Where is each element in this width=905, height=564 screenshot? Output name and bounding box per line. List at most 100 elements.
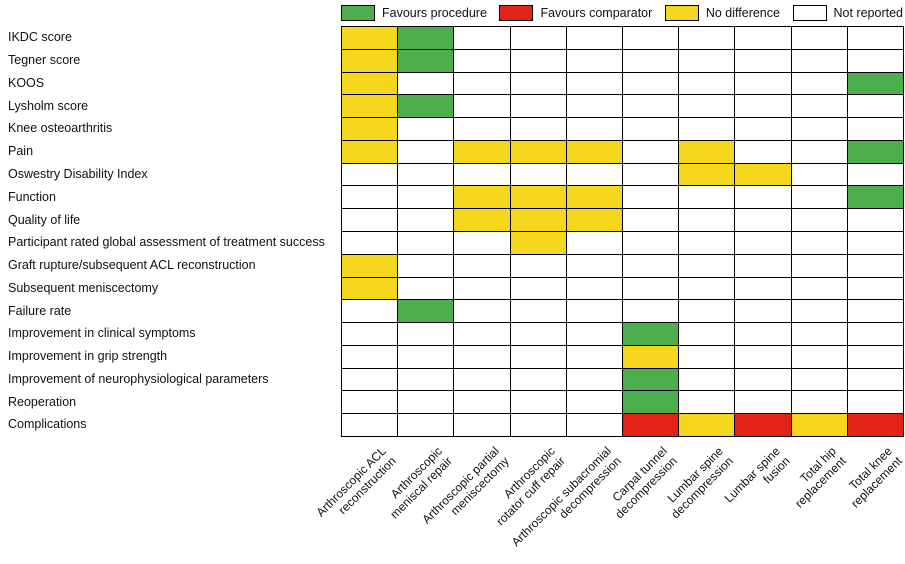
matrix-cell (510, 140, 567, 164)
row-label: IKDC score (8, 30, 72, 45)
matrix-cell (847, 209, 904, 232)
matrix-cell (398, 27, 455, 50)
matrix-cell (566, 49, 623, 73)
matrix-cell (847, 323, 904, 346)
matrix-cell (735, 72, 792, 96)
matrix-cell (623, 300, 680, 324)
matrix-cell (679, 72, 736, 96)
matrix-cell (623, 323, 680, 346)
row-label: Subsequent meniscectomy (8, 280, 159, 295)
row-label: Improvement in grip strength (8, 349, 168, 364)
column-label: Total knee replacement (846, 444, 905, 511)
matrix-cell (342, 209, 399, 232)
matrix-cell (847, 277, 904, 301)
column-label: Arthroscopic meniscal repair (387, 444, 456, 522)
matrix-cell (398, 368, 455, 392)
column-label: Arthroscopic rotator cuff repair (493, 444, 568, 529)
matrix-cell (847, 49, 904, 73)
matrix-cell (510, 49, 567, 73)
matrix-cell (847, 163, 904, 187)
matrix-cell (398, 209, 455, 232)
matrix-cell (566, 345, 623, 369)
matrix-cell (398, 163, 455, 187)
matrix-cell (623, 414, 680, 437)
matrix-cell (791, 277, 848, 301)
matrix-cell (566, 277, 623, 301)
legend-label: No difference (705, 6, 780, 20)
matrix-cell (510, 72, 567, 96)
matrix-cell (566, 95, 623, 119)
matrix-cell (566, 140, 623, 164)
matrix-cell (454, 95, 511, 119)
matrix-cell (623, 140, 680, 164)
row-label: Function (8, 189, 56, 204)
matrix-cell (342, 186, 399, 210)
matrix-cell (679, 345, 736, 369)
matrix-cell (679, 118, 736, 141)
matrix-cell (510, 300, 567, 324)
matrix-cell (566, 254, 623, 278)
matrix-cell (454, 27, 511, 50)
matrix-cell (566, 163, 623, 187)
matrix-cell (847, 345, 904, 369)
matrix-cell (791, 95, 848, 119)
matrix-cell (510, 118, 567, 141)
matrix-cell (510, 186, 567, 210)
matrix-cell (623, 27, 680, 50)
matrix-cell (735, 414, 792, 437)
matrix-cell (679, 209, 736, 232)
row-label: Quality of life (8, 212, 81, 227)
matrix-cell (566, 391, 623, 415)
matrix-cell (735, 391, 792, 415)
matrix-cell (342, 95, 399, 119)
matrix-cell (510, 277, 567, 301)
matrix-cell (679, 140, 736, 164)
matrix-cell (398, 254, 455, 278)
matrix-cell (398, 186, 455, 210)
matrix-cell (398, 49, 455, 73)
matrix-cell (454, 323, 511, 346)
matrix-cell (847, 232, 904, 255)
column-label: Carpal tunnel decompression (609, 444, 681, 522)
matrix-cell (735, 323, 792, 346)
matrix-cell (791, 27, 848, 50)
matrix-cell (398, 414, 455, 437)
matrix-cell (623, 345, 680, 369)
matrix-cell (623, 72, 680, 96)
column-label: Arthroscopic partial meniscectomy (418, 444, 512, 527)
matrix-cell (454, 232, 511, 255)
matrix-cell (679, 368, 736, 392)
matrix-grid (341, 26, 904, 437)
column-label: Lumbar spine fusion (721, 444, 793, 506)
legend: Favours procedure Favours comparator No di… (341, 3, 903, 23)
matrix-cell (566, 27, 623, 50)
legend-item: No difference (664, 5, 780, 21)
row-label: Knee osteoarthritis (8, 121, 113, 136)
matrix-cell (623, 49, 680, 73)
matrix-cell (342, 391, 399, 415)
matrix-cell (454, 140, 511, 164)
matrix-cell (510, 209, 567, 232)
row-label: Reoperation (8, 394, 77, 409)
matrix-cell (398, 72, 455, 96)
matrix-cell (454, 391, 511, 415)
matrix-cell (735, 118, 792, 141)
matrix-cell (510, 323, 567, 346)
matrix-cell (679, 232, 736, 255)
matrix-cell (847, 414, 904, 437)
matrix-cell (398, 232, 455, 255)
matrix-cell (342, 118, 399, 141)
row-label: Pain (8, 144, 34, 159)
matrix-cell (566, 300, 623, 324)
row-label: Failure rate (8, 303, 72, 318)
legend-label: Favours procedure (382, 6, 487, 20)
matrix-cell (735, 95, 792, 119)
legend-item: Not reported (792, 5, 903, 21)
matrix-cell (398, 118, 455, 141)
matrix-cell (735, 186, 792, 210)
matrix-cell (454, 254, 511, 278)
matrix-cell (679, 323, 736, 346)
row-label: Oswestry Disability Index (8, 166, 148, 181)
matrix-cell (566, 232, 623, 255)
matrix-cell (735, 232, 792, 255)
